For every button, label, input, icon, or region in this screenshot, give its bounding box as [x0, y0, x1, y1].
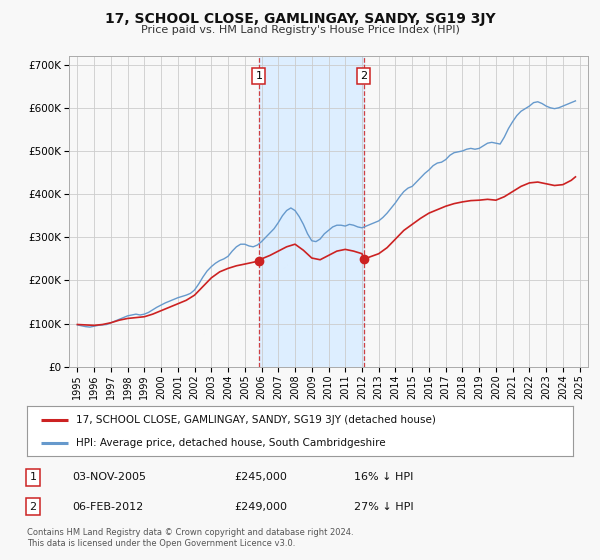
Text: 2: 2 — [360, 71, 367, 81]
Text: 06-FEB-2012: 06-FEB-2012 — [72, 502, 143, 512]
Text: 17, SCHOOL CLOSE, GAMLINGAY, SANDY, SG19 3JY: 17, SCHOOL CLOSE, GAMLINGAY, SANDY, SG19… — [104, 12, 496, 26]
Text: 16% ↓ HPI: 16% ↓ HPI — [354, 472, 413, 482]
Text: Contains HM Land Registry data © Crown copyright and database right 2024.
This d: Contains HM Land Registry data © Crown c… — [27, 528, 353, 548]
Text: 1: 1 — [29, 472, 37, 482]
Text: 03-NOV-2005: 03-NOV-2005 — [72, 472, 146, 482]
Text: Price paid vs. HM Land Registry's House Price Index (HPI): Price paid vs. HM Land Registry's House … — [140, 25, 460, 35]
Text: £249,000: £249,000 — [234, 502, 287, 512]
Bar — [259, 56, 364, 367]
Text: 27% ↓ HPI: 27% ↓ HPI — [354, 502, 413, 512]
Text: £245,000: £245,000 — [234, 472, 287, 482]
Text: 17, SCHOOL CLOSE, GAMLINGAY, SANDY, SG19 3JY (detached house): 17, SCHOOL CLOSE, GAMLINGAY, SANDY, SG19… — [76, 415, 436, 425]
Text: HPI: Average price, detached house, South Cambridgeshire: HPI: Average price, detached house, Sout… — [76, 438, 386, 448]
Text: 1: 1 — [256, 71, 262, 81]
Text: 2: 2 — [29, 502, 37, 512]
